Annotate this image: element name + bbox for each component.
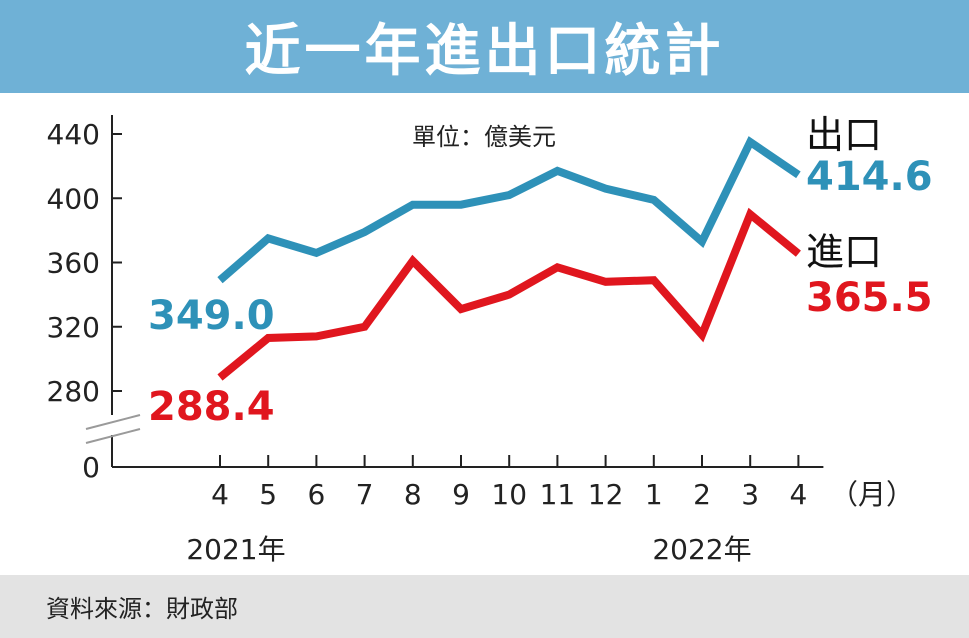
- x-tick-label: 2: [693, 478, 711, 511]
- x-tick-label: 6: [307, 478, 325, 511]
- start-value-export: 349.0: [148, 293, 275, 339]
- axis-break-mark: [85, 428, 141, 444]
- end-value-export: 414.6: [806, 154, 933, 200]
- axis-break-mark: [85, 414, 141, 430]
- start-value-import: 288.4: [148, 384, 275, 430]
- y-tick-label: 320: [47, 311, 100, 344]
- x-tick-label: 12: [588, 478, 624, 511]
- y-tick-label: 360: [47, 247, 100, 280]
- x-tick-label: 5: [259, 478, 277, 511]
- title-bar: 近一年進出口統計: [0, 0, 969, 93]
- x-axis-unit: （月）: [830, 478, 914, 511]
- x-tick-label: 1: [645, 478, 663, 511]
- x-tick-label: 8: [404, 478, 422, 511]
- unit-label: 單位：億美元: [412, 123, 556, 151]
- x-tick-label: 9: [452, 478, 470, 511]
- x-tick-label: 4: [211, 478, 229, 511]
- series-name-import: 進口: [806, 230, 882, 274]
- chart-area: 0 280 320 360 400 440 4 5 6 7 8 9 10 11 12 1 2 3 4 （月） 2021年…: [0, 93, 969, 575]
- x-tick-label: 4: [789, 478, 807, 511]
- x-tick-label: 3: [741, 478, 759, 511]
- year-label: 2022年: [652, 533, 751, 566]
- x-tick-label: 7: [356, 478, 374, 511]
- x-tick-label: 10: [491, 478, 527, 511]
- y-tick-label: 400: [47, 182, 100, 215]
- series-line-import: [217, 207, 801, 381]
- y-tick-label: 440: [47, 118, 100, 151]
- y-tick-label: 0: [82, 451, 100, 484]
- x-tick-label: 11: [540, 478, 576, 511]
- series-line-export: [217, 136, 801, 284]
- footer: 資料來源：財政部: [0, 575, 969, 638]
- end-value-import: 365.5: [806, 275, 933, 321]
- series-name-export: 出口: [806, 113, 882, 157]
- series-layer: [217, 136, 801, 381]
- y-tick-label: 280: [47, 375, 100, 408]
- chart-title: 近一年進出口統計: [244, 19, 725, 84]
- year-label: 2021年: [186, 533, 285, 566]
- source-note: 資料來源：財政部: [46, 595, 238, 623]
